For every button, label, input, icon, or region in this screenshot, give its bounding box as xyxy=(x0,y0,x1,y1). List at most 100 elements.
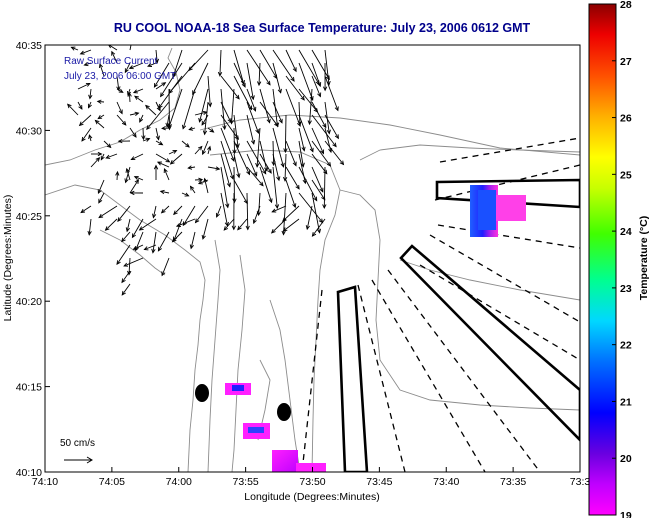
current-vector-head xyxy=(311,232,317,237)
current-vector xyxy=(142,127,144,140)
current-vector-head xyxy=(165,122,170,128)
current-vector-head xyxy=(316,228,322,234)
current-vector-head xyxy=(267,169,272,174)
current-vector-head xyxy=(280,162,285,168)
current-vector xyxy=(311,62,321,87)
current-vector-head xyxy=(250,95,255,101)
current-vector xyxy=(155,127,160,140)
current-vector xyxy=(246,101,259,134)
current-vector xyxy=(298,62,314,101)
current-vector xyxy=(233,75,252,110)
current-vector xyxy=(79,114,92,126)
current-vector-head xyxy=(300,95,305,101)
current-vector xyxy=(311,101,327,128)
sst-patches xyxy=(225,185,526,472)
current-vector-head xyxy=(252,106,257,112)
current-vector-head xyxy=(116,260,121,266)
current-vector xyxy=(311,49,330,80)
current-vector xyxy=(298,192,323,223)
current-vector xyxy=(84,62,92,66)
current-vector-head xyxy=(152,213,157,219)
current-vector-head xyxy=(290,76,295,82)
current-vector-head xyxy=(160,208,166,214)
current-vector-head xyxy=(237,225,242,231)
current-vector xyxy=(311,140,331,167)
current-vector-head xyxy=(161,82,167,87)
current-vector-head xyxy=(147,62,153,67)
figure-title: RU COOL NOAA-18 Sea Surface Temperature:… xyxy=(114,21,531,35)
current-vector xyxy=(284,114,287,153)
colorbar-tick-label: 19 xyxy=(620,510,632,518)
current-vector xyxy=(233,114,239,148)
current-vector xyxy=(284,153,287,181)
current-vector-head xyxy=(97,151,103,157)
current-vector xyxy=(202,140,209,155)
current-vector xyxy=(324,101,330,134)
current-vector xyxy=(220,88,226,130)
current-vector-head xyxy=(246,170,251,176)
current-vector-head xyxy=(266,118,271,124)
current-vector xyxy=(220,114,239,140)
current-vector-head xyxy=(88,134,93,140)
current-vector xyxy=(161,257,170,276)
current-vector xyxy=(116,88,124,93)
current-vector xyxy=(311,179,326,200)
current-vector xyxy=(188,166,196,169)
current-vector xyxy=(160,62,183,97)
current-vector xyxy=(199,88,209,123)
current-vector xyxy=(126,218,131,232)
current-vector-head xyxy=(325,75,330,81)
current-vector xyxy=(123,257,144,267)
current-vector-head xyxy=(134,95,139,100)
current-vector xyxy=(182,205,196,226)
current-vector-head xyxy=(83,62,89,67)
sampling-boxes xyxy=(336,178,580,472)
station-markers xyxy=(195,384,291,421)
current-vector xyxy=(173,205,183,215)
x-tick-label: 74:00 xyxy=(166,476,192,488)
current-vector xyxy=(285,88,301,127)
current-vector-head xyxy=(197,180,203,185)
current-vector xyxy=(145,105,157,116)
current-vector xyxy=(272,101,283,123)
current-vector-head xyxy=(161,271,166,277)
current-vector-head xyxy=(188,126,194,131)
current-vector-head xyxy=(226,182,231,188)
y-axis-ticks: 40:35 40:30 40:25 40:20 40:15 40:10 xyxy=(16,40,50,479)
current-vector-head xyxy=(98,198,103,204)
current-vector-head xyxy=(130,38,134,42)
current-vector-head xyxy=(159,189,165,195)
current-vector-head xyxy=(189,185,195,191)
current-vector-head xyxy=(134,246,139,252)
current-vector-head xyxy=(255,162,260,168)
current-vector xyxy=(272,49,295,82)
current-vector xyxy=(155,153,170,163)
current-vector-head xyxy=(215,166,221,171)
current-vector-head xyxy=(198,177,204,182)
current-vector xyxy=(233,179,248,204)
current-vector-head xyxy=(158,141,164,146)
current-vector xyxy=(116,171,118,181)
x-tick-label: 73:45 xyxy=(366,476,392,488)
current-vector-head xyxy=(145,104,150,110)
current-vector-head xyxy=(230,156,235,162)
current-vector-head xyxy=(278,118,283,124)
current-vector-head xyxy=(128,65,134,70)
current-vector-head xyxy=(132,89,138,94)
current-vector xyxy=(219,49,222,76)
current-vector-head xyxy=(106,143,112,149)
current-vector-head xyxy=(282,217,287,222)
current-vector xyxy=(116,75,120,91)
current-vector-head xyxy=(277,88,282,94)
current-vector xyxy=(97,100,105,103)
colorbar-tick-label: 22 xyxy=(620,340,632,352)
current-vector-head xyxy=(70,46,76,51)
current-vector-head xyxy=(108,45,113,49)
current-vector xyxy=(233,127,235,154)
current-vector xyxy=(285,140,297,166)
current-vector xyxy=(259,101,279,127)
current-vector xyxy=(256,127,261,167)
current-vector xyxy=(283,218,300,232)
current-vector xyxy=(190,231,196,249)
current-vector-head xyxy=(192,90,197,96)
